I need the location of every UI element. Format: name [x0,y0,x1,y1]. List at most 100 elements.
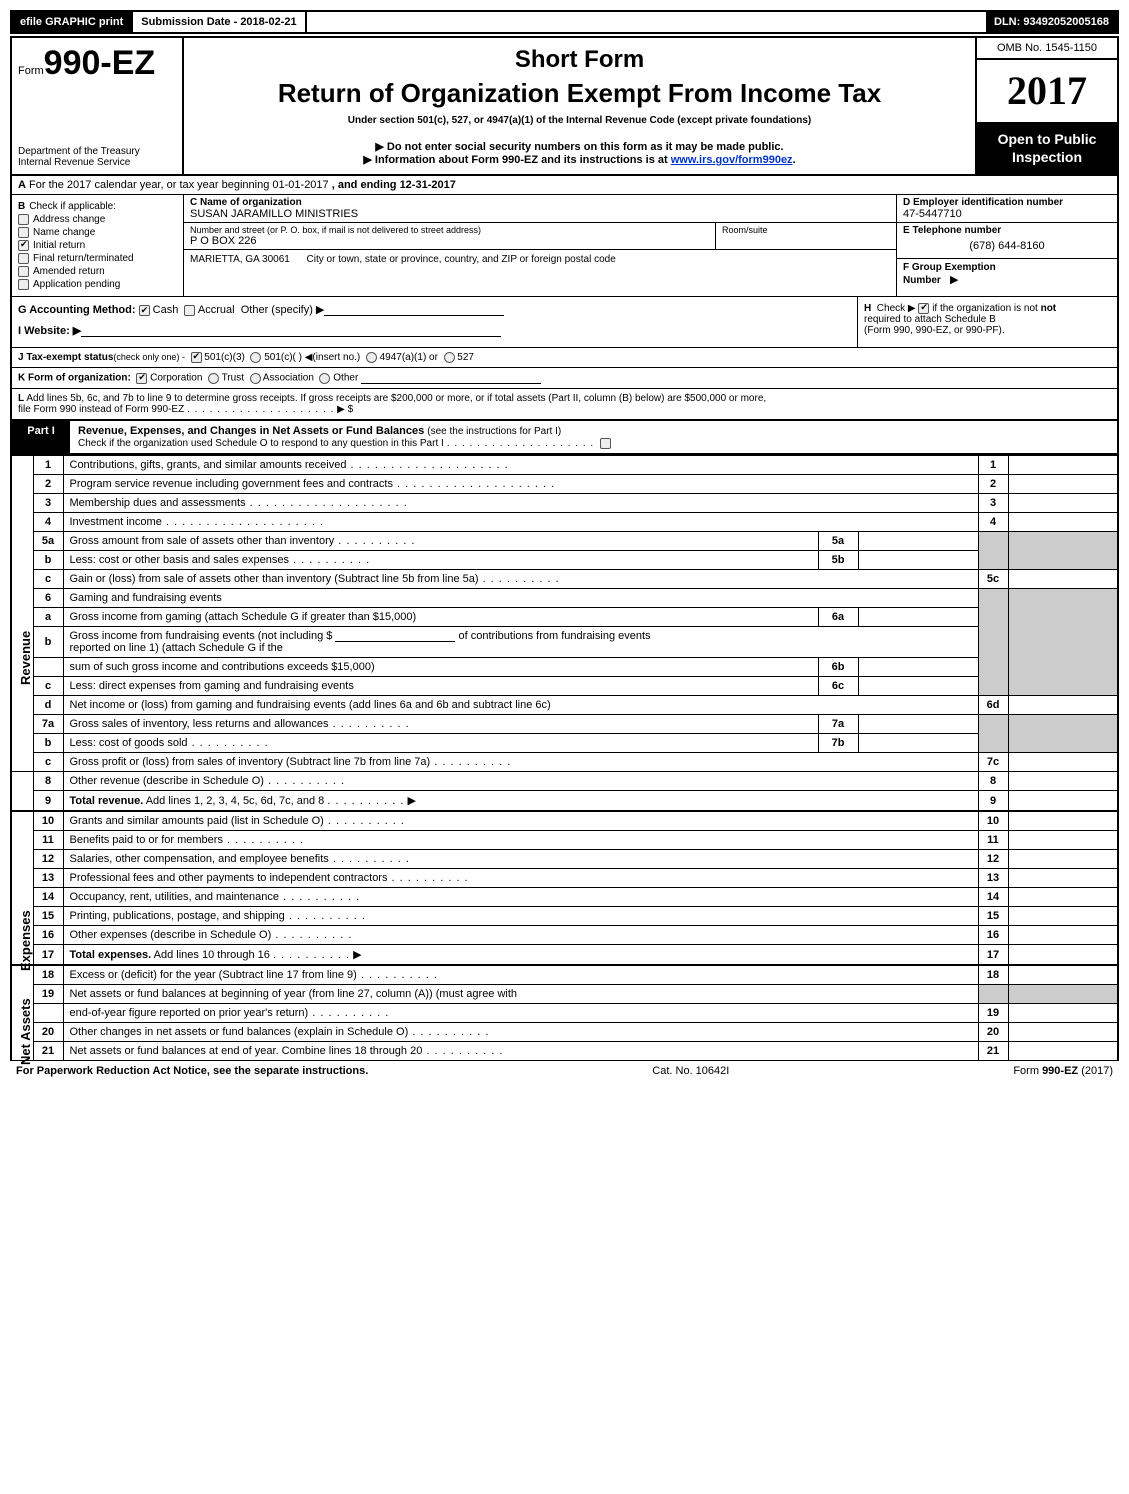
chk-corp[interactable] [136,373,147,384]
l6b-amount-input[interactable] [335,630,455,642]
l7a-num: 7a [33,715,63,734]
lbl-final-return: Final return/terminated [33,253,134,264]
l-text1: Add lines 5b, 6c, and 7b to line 9 to de… [26,393,766,404]
chk-4947[interactable] [366,352,377,363]
l2-amt[interactable] [1008,475,1118,494]
l5c-rlbl: 5c [978,570,1008,589]
l2-desc: Program service revenue including govern… [70,478,556,490]
l4-amt[interactable] [1008,513,1118,532]
addr-left: Number and street (or P. O. box, if mail… [184,223,716,249]
l11-desc: Benefits paid to or for members [70,834,305,846]
l3-amt[interactable] [1008,494,1118,513]
vlabel-netassets: Net Assets [18,1043,33,1065]
l21-amt[interactable] [1008,1042,1118,1061]
chk-final-return[interactable] [18,253,29,264]
l8-amt[interactable] [1008,772,1118,791]
lbl-527: 527 [457,352,474,363]
l9-total-revenue: Total revenue. [70,795,144,807]
chk-h-not-required[interactable] [918,303,929,314]
chk-accrual[interactable] [184,305,195,316]
l11-rlbl: 11 [978,831,1008,850]
l5b-subamt[interactable] [858,551,978,570]
other-org-input[interactable] [361,372,541,384]
chk-501c[interactable] [250,352,261,363]
l20-amt[interactable] [1008,1023,1118,1042]
lbl-501c3: 501(c)(3) [204,352,245,363]
l15-amt[interactable] [1008,907,1118,926]
l19-num-blank [33,1004,63,1023]
l18-desc: Excess or (deficit) for the year (Subtra… [70,969,438,981]
l7c-num: c [33,753,63,772]
efile-print-button[interactable]: efile GRAPHIC print [12,12,133,32]
website-input[interactable] [81,325,501,337]
l6d-amt[interactable] [1008,696,1118,715]
l5b-num: b [33,551,63,570]
chk-application-pending[interactable] [18,279,29,290]
l6c-subamt[interactable] [858,677,978,696]
k-row: K Form of organization: Corporation Trus… [10,368,1119,389]
l13-amt[interactable] [1008,869,1118,888]
l4-num: 4 [33,513,63,532]
l17-total-expenses: Total expenses. [70,949,152,961]
lbl-assoc: Association [263,373,314,384]
l13-rlbl: 13 [978,869,1008,888]
other-specify-input[interactable] [324,304,504,316]
l7a-subamt[interactable] [858,715,978,734]
line-6c: c Less: direct expenses from gaming and … [11,677,1118,696]
c-name-label: C Name of organization [190,197,890,208]
l5c-amt[interactable] [1008,570,1118,589]
l8-rlbl: 8 [978,772,1008,791]
l12-amt[interactable] [1008,850,1118,869]
l9-dots [327,795,404,807]
l6-desc: Gaming and fundraising events [70,592,222,604]
l14-amt[interactable] [1008,888,1118,907]
l11-amt[interactable] [1008,831,1118,850]
chk-part1-schedule-o[interactable] [600,438,611,449]
l7b-desc: Less: cost of goods sold [70,737,269,749]
chk-cash[interactable] [139,305,150,316]
chk-initial-return[interactable] [18,240,29,251]
info-link[interactable]: www.irs.gov/form990ez [671,154,793,166]
l6-shade-rlbl [978,589,1008,696]
l19-rlbl: 19 [978,1004,1008,1023]
l6b-desc2: of contributions from fundraising events [459,630,651,642]
l5a-subamt[interactable] [858,532,978,551]
row-a: A For the 2017 calendar year, or tax yea… [10,176,1119,195]
chk-501c3[interactable] [191,352,202,363]
omb-number: OMB No. 1545-1150 [977,38,1117,60]
chk-other-org[interactable] [319,373,330,384]
l7c-amt[interactable] [1008,753,1118,772]
l12-num: 12 [33,850,63,869]
header-mid: Short Form Return of Organization Exempt… [184,38,977,174]
l9-amt[interactable] [1008,791,1118,811]
l12-desc: Salaries, other compensation, and employ… [70,853,410,865]
open-public-2: Inspection [981,148,1113,166]
l6d-num: d [33,696,63,715]
l1-amt[interactable] [1008,456,1118,475]
chk-amended-return[interactable] [18,266,29,277]
l10-amt[interactable] [1008,812,1118,831]
l18-amt[interactable] [1008,966,1118,985]
chk-name-change[interactable] [18,227,29,238]
l17-amt[interactable] [1008,945,1118,965]
l6b-num-blank [33,658,63,677]
l16-amt[interactable] [1008,926,1118,945]
l19-amt[interactable] [1008,1004,1118,1023]
l7b-subamt[interactable] [858,734,978,753]
f-arrow: ▶ [950,274,958,286]
line-19-bot: end-of-year figure reported on prior yea… [11,1004,1118,1023]
submission-date: Submission Date - 2018-02-21 [133,12,306,32]
chk-address-change[interactable] [18,214,29,225]
chk-trust[interactable] [208,373,219,384]
l6d-rlbl: 6d [978,696,1008,715]
l19-desc1: Net assets or fund balances at beginning… [70,988,518,1000]
chk-527[interactable] [444,352,455,363]
l6b-subamt[interactable] [858,658,978,677]
j-label: J Tax-exempt status [18,352,113,363]
l15-num: 15 [33,907,63,926]
l6a-subamt[interactable] [858,608,978,627]
part1-dots [447,438,594,449]
l5a-num: 5a [33,532,63,551]
l3-num: 3 [33,494,63,513]
chk-assoc[interactable] [250,373,261,384]
